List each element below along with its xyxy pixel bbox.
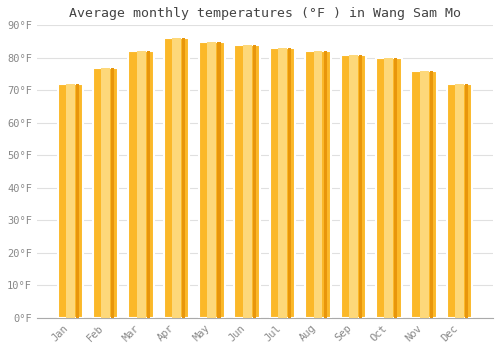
- Bar: [58, 84, 83, 318]
- Bar: [182, 38, 185, 318]
- Bar: [218, 42, 220, 318]
- Bar: [66, 84, 74, 318]
- Bar: [465, 84, 468, 318]
- Bar: [128, 51, 154, 318]
- Bar: [136, 51, 145, 318]
- Bar: [93, 68, 118, 318]
- Bar: [314, 51, 322, 318]
- Bar: [394, 58, 398, 318]
- Bar: [172, 38, 181, 318]
- Bar: [447, 84, 472, 318]
- Bar: [234, 45, 260, 318]
- Bar: [270, 48, 295, 318]
- Bar: [278, 48, 287, 318]
- Bar: [101, 68, 110, 318]
- Bar: [112, 68, 114, 318]
- Bar: [376, 58, 402, 318]
- Bar: [349, 55, 358, 318]
- Bar: [430, 71, 433, 318]
- Bar: [340, 55, 366, 318]
- Bar: [208, 42, 216, 318]
- Bar: [324, 51, 326, 318]
- Bar: [455, 84, 464, 318]
- Bar: [412, 71, 437, 318]
- Bar: [420, 71, 428, 318]
- Bar: [243, 45, 252, 318]
- Bar: [199, 42, 224, 318]
- Bar: [146, 51, 150, 318]
- Title: Average monthly temperatures (°F ) in Wang Sam Mo: Average monthly temperatures (°F ) in Wa…: [69, 7, 461, 20]
- Bar: [384, 58, 394, 318]
- Bar: [359, 55, 362, 318]
- Bar: [306, 51, 331, 318]
- Bar: [164, 38, 189, 318]
- Bar: [253, 45, 256, 318]
- Bar: [288, 48, 292, 318]
- Bar: [76, 84, 79, 318]
